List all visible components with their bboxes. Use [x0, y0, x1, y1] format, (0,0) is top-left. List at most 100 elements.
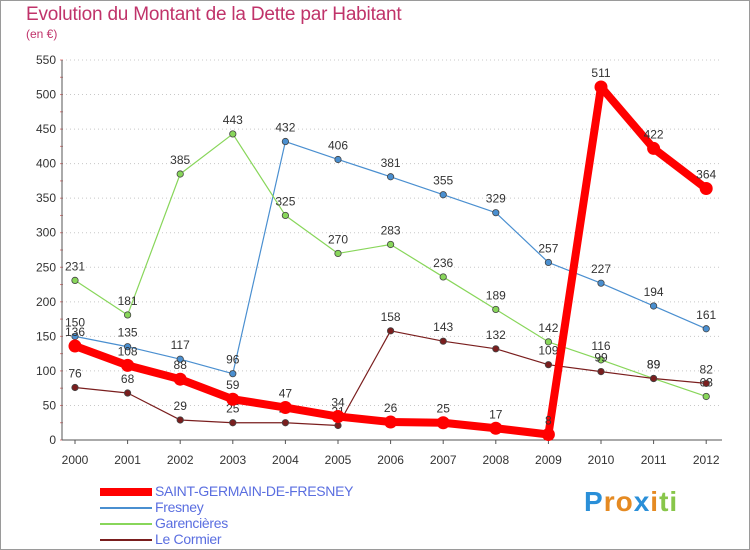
data-point [702, 325, 710, 333]
chart-title: Evolution du Montant de la Dette par Hab… [26, 4, 402, 25]
data-label: 142 [538, 321, 558, 335]
x-tick-label: 2006 [377, 453, 404, 467]
x-tick-label: 2009 [535, 453, 562, 467]
legend: SAINT-GERMAIN-DE-FRESNEY Fresney Garenci… [100, 483, 420, 548]
data-point [334, 249, 342, 258]
data-label: 8 [545, 413, 552, 427]
data-label: 329 [486, 192, 506, 206]
logo-letter: P [584, 486, 604, 517]
data-point [281, 211, 289, 220]
data-point [492, 209, 500, 217]
data-label: 88 [174, 358, 188, 372]
y-tick-label: 50 [43, 398, 57, 412]
legend-item-fresney: Fresney [100, 499, 420, 516]
data-label: 47 [279, 387, 293, 401]
series-line-saint-germain-de-fresney [71, 82, 711, 439]
x-tick-label: 2011 [641, 453, 667, 467]
x-tick-label: 2002 [167, 453, 194, 467]
data-label: 68 [121, 372, 135, 386]
data-label: 381 [381, 156, 401, 170]
legend-label: Fresney [155, 499, 204, 515]
legend-item-garencieres: Garencières [100, 515, 420, 532]
data-label: 270 [328, 232, 348, 246]
x-tick-label: 2010 [588, 453, 615, 467]
data-label: 99 [594, 351, 608, 365]
data-label: 89 [647, 358, 661, 372]
x-tick-label: 2001 [114, 453, 141, 467]
data-point [281, 137, 289, 146]
data-point [278, 401, 292, 415]
legend-swatch [100, 539, 152, 541]
data-label: 59 [226, 378, 240, 392]
data-point [384, 415, 398, 429]
data-point [124, 311, 132, 319]
data-point [124, 343, 132, 351]
data-point [439, 337, 447, 345]
y-tick-label: 0 [49, 433, 56, 447]
data-point [386, 240, 395, 249]
data-label: 422 [644, 127, 664, 141]
legend-swatch [100, 523, 152, 525]
data-label: 150 [65, 315, 85, 329]
data-label: 227 [591, 262, 611, 276]
data-label: 364 [696, 168, 716, 182]
data-label: 325 [275, 194, 295, 208]
data-point [71, 383, 79, 392]
data-point [334, 155, 342, 164]
logo-letter: i [650, 486, 660, 517]
x-tick-label: 2005 [325, 453, 352, 467]
data-point [176, 355, 184, 363]
data-point [436, 416, 450, 430]
data-label: 236 [433, 256, 453, 270]
y-tick-label: 250 [36, 260, 56, 274]
legend-item-le-cormier: Le Cormier [100, 531, 420, 548]
data-point [544, 258, 553, 267]
logo-letter: r [603, 486, 616, 517]
x-tick-label: 2003 [219, 453, 246, 467]
data-point [649, 374, 658, 383]
chart-subtitle: (en €) [26, 27, 58, 41]
data-label: 161 [696, 308, 716, 322]
logo-letter: i [669, 486, 679, 517]
data-label: 108 [118, 344, 138, 358]
data-point [281, 419, 289, 427]
y-tick-label: 150 [36, 329, 56, 343]
data-label: 385 [170, 153, 190, 167]
y-tick-label: 400 [36, 157, 56, 171]
data-point [544, 361, 553, 369]
logo-letter: o [615, 486, 634, 517]
y-tick-label: 450 [36, 122, 56, 136]
data-point [334, 421, 342, 430]
data-label: 25 [226, 402, 240, 416]
y-tick-label: 500 [36, 88, 56, 102]
data-label: 231 [65, 259, 85, 273]
data-point [544, 338, 553, 346]
logo-letter: t [659, 486, 670, 517]
legend-label: Garencières [155, 515, 228, 531]
y-tick-label: 550 [36, 53, 56, 67]
data-label: 116 [591, 339, 610, 353]
data-label: 443 [223, 113, 243, 127]
x-tick-label: 2012 [693, 453, 720, 467]
data-point [439, 273, 447, 281]
data-label: 511 [591, 66, 610, 80]
proxiti-logo: Proxiti [584, 486, 678, 518]
x-tick-label: 2004 [272, 453, 299, 467]
data-point [597, 367, 605, 376]
data-point [489, 421, 503, 435]
data-label: 96 [226, 353, 240, 367]
data-point [124, 389, 132, 397]
data-label: 117 [171, 338, 190, 352]
data-point [173, 372, 187, 386]
data-point [71, 276, 79, 284]
data-label: 135 [118, 326, 138, 340]
data-point [226, 392, 240, 406]
data-point [386, 173, 395, 181]
data-label: 132 [486, 328, 506, 342]
data-point [176, 170, 184, 178]
legend-item-saint-germain: SAINT-GERMAIN-DE-FRESNEY [100, 483, 420, 500]
data-label: 82 [700, 362, 714, 376]
y-tick-label: 100 [36, 364, 56, 378]
data-point [541, 427, 555, 441]
